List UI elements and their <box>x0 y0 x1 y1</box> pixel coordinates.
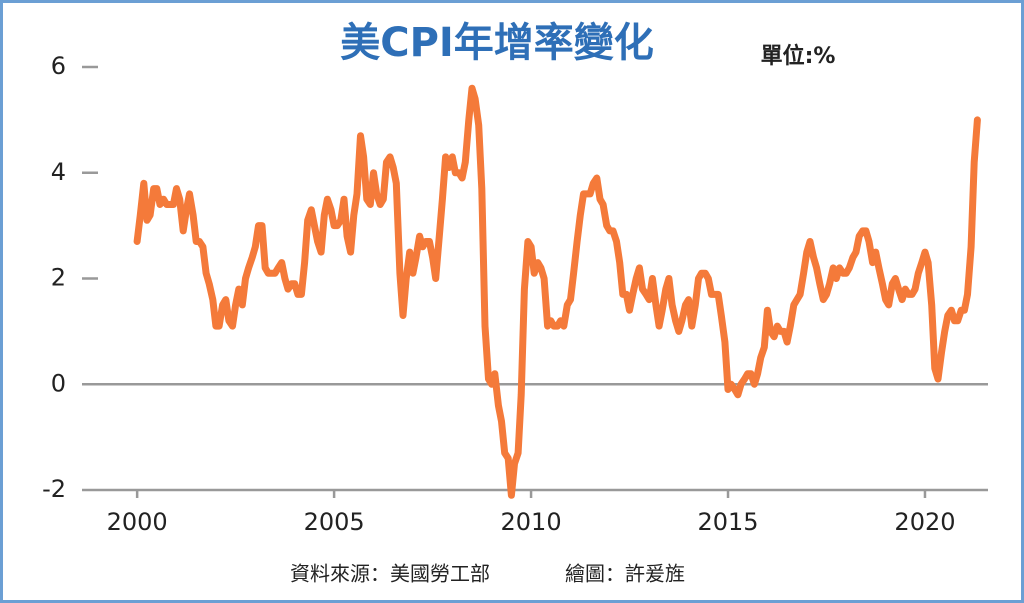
source: 資料來源：美國勞工部 <box>290 562 490 586</box>
y-tick-label: 2 <box>51 264 66 292</box>
x-tick-label: 2015 <box>697 508 758 536</box>
x-tick-label: 2000 <box>107 508 168 536</box>
chart-title: 美CPI年增率變化 <box>340 20 654 66</box>
data-line <box>133 84 981 499</box>
y-tick-label: 0 <box>51 369 66 397</box>
y-tick-label: 6 <box>51 52 66 80</box>
y-tick-label: 4 <box>51 158 66 186</box>
y-tick-label: -2 <box>42 475 66 503</box>
author: 繪圖：許爰旌 <box>565 562 685 586</box>
x-tick-label: 2010 <box>501 508 562 536</box>
x-tick-label: 2020 <box>894 508 955 536</box>
unit-label: 單位:% <box>761 43 836 69</box>
x-tick-label: 2005 <box>304 508 365 536</box>
